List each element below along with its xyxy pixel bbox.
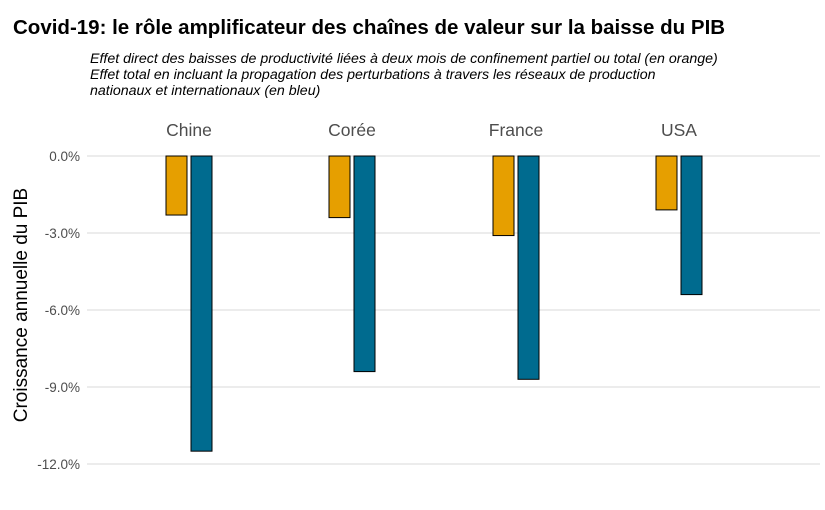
facet-label-usa: USA	[661, 120, 697, 140]
bar-france-series-2	[517, 155, 540, 380]
facet-label-corée: Corée	[328, 120, 376, 140]
bar-chine-series-1	[165, 155, 188, 216]
facet-label-france: France	[489, 120, 543, 140]
y-tick-label: -6.0%	[45, 303, 80, 318]
y-tick-label: -12.0%	[37, 457, 80, 472]
subtitle-line-2: Effet total en incluant la propagation d…	[90, 67, 656, 84]
bar-chine-series-2	[190, 155, 213, 452]
y-tick-label: -9.0%	[45, 380, 80, 395]
chart-title: Covid-19: le rôle amplificateur des chaî…	[13, 16, 726, 39]
bar-france-series-1	[492, 155, 515, 237]
y-tick-label: -3.0%	[45, 226, 80, 241]
y-tick-label: 0.0%	[49, 149, 80, 164]
subtitle-line-1: Effet direct des baisses de productivité…	[90, 51, 718, 67]
bar-corée-series-2	[353, 155, 376, 373]
chart-subtitle: Effet direct des baisses de productivité…	[90, 51, 820, 100]
bar-corée-series-1	[328, 155, 351, 219]
subtitle-line-3: nationaux et internationaux (en bleu)	[90, 83, 321, 100]
facet-label-chine: Chine	[166, 120, 212, 140]
bar-usa-series-2	[680, 155, 703, 296]
bar-usa-series-1	[655, 155, 678, 211]
